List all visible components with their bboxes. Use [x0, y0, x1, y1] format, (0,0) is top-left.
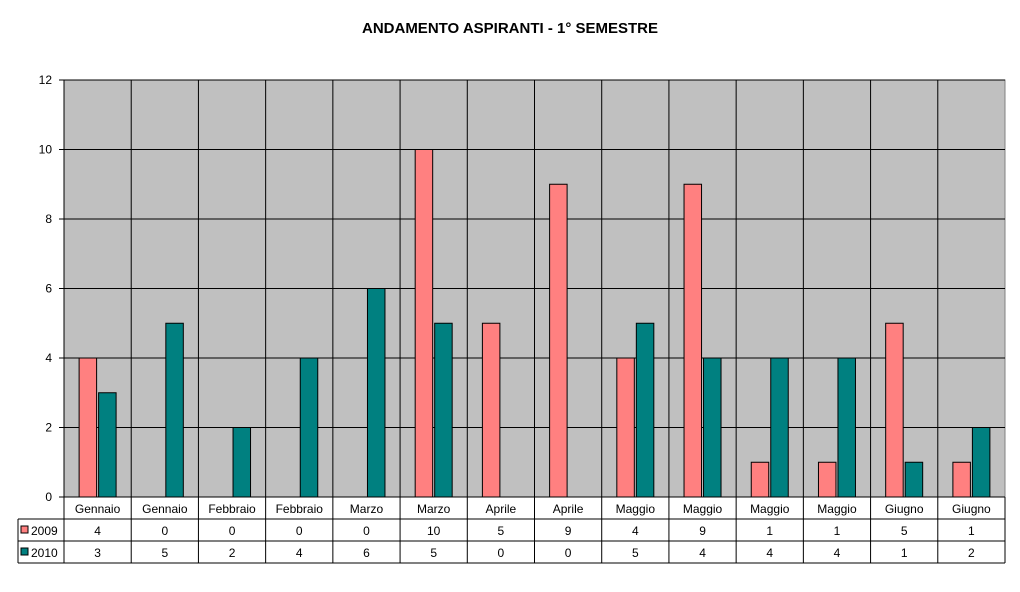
x-tick-label: Marzo: [350, 502, 384, 516]
bar-2009-maggio: [616, 357, 635, 498]
bar-2010-marzo: [366, 288, 386, 498]
data-label-2009: 1: [834, 524, 841, 538]
x-tick-label: Aprile: [486, 502, 517, 516]
legend-label-2009: 2009: [31, 524, 58, 538]
bar-2010-giugno: [904, 461, 924, 498]
data-label-2009: 0: [229, 524, 236, 538]
data-label-2010: 5: [430, 546, 437, 560]
data-label-2010: 1: [901, 546, 908, 560]
x-tick-label: Maggio: [616, 502, 656, 516]
x-tick-label: Aprile: [553, 502, 584, 516]
bar-2010-gennaio: [98, 392, 117, 498]
bar-2010-maggio: [770, 357, 789, 498]
y-tick-label: 4: [45, 351, 52, 365]
data-label-2009: 10: [427, 524, 441, 538]
x-tick-label: Gennaio: [142, 502, 188, 516]
x-tick-label: Gennaio: [75, 502, 121, 516]
data-label-2009: 5: [498, 524, 505, 538]
data-label-2009: 5: [901, 524, 908, 538]
data-label-2009: 4: [632, 524, 639, 538]
bar-2010-maggio: [635, 322, 655, 498]
x-tick-label: Febbraio: [208, 502, 256, 516]
bar-2009-giugno: [885, 322, 904, 498]
data-label-2010: 4: [296, 546, 303, 560]
bar-2009-aprile: [549, 183, 568, 498]
bar-2010-febbraio: [232, 427, 252, 498]
data-label-2010: 5: [161, 546, 168, 560]
data-label-2010: 5: [632, 546, 639, 560]
legend-swatch-2010: [20, 547, 29, 556]
y-tick-label: 12: [39, 73, 53, 87]
x-tick-label: Maggio: [683, 502, 723, 516]
bar-2009-gennaio: [78, 357, 98, 498]
bar-2010-maggio: [837, 357, 856, 498]
data-label-2010: 6: [363, 546, 370, 560]
bar-2010-gennaio: [165, 322, 184, 498]
data-label-2010: 4: [834, 546, 841, 560]
data-label-2010: 2: [968, 546, 975, 560]
y-tick-label: 10: [39, 143, 53, 157]
x-tick-label: Giugno: [952, 502, 991, 516]
bar-2010-giugno: [971, 427, 991, 498]
data-label-2009: 1: [766, 524, 773, 538]
data-label-2009: 0: [363, 524, 370, 538]
bar-2009-giugno: [952, 461, 971, 498]
bar-2010-maggio: [703, 357, 722, 498]
y-tick-label: 6: [45, 282, 52, 296]
bar-2009-maggio: [750, 461, 770, 498]
x-tick-label: Giugno: [885, 502, 924, 516]
y-tick-label: 8: [45, 212, 52, 226]
chart-title: ANDAMENTO ASPIRANTI - 1° SEMESTRE: [361, 20, 659, 37]
data-label-2009: 9: [699, 524, 706, 538]
x-tick-label: Febbraio: [276, 502, 324, 516]
legend-label-2010: 2010: [31, 546, 58, 560]
data-label-2010: 4: [766, 546, 773, 560]
x-tick-label: Marzo: [417, 502, 451, 516]
data-label-2010: 0: [498, 546, 505, 560]
x-tick-label: Maggio: [817, 502, 857, 516]
bar-2009-maggio: [683, 183, 703, 498]
data-label-2009: 9: [565, 524, 572, 538]
legend-swatch-2009: [20, 525, 29, 534]
bar-2009-aprile: [481, 322, 501, 498]
data-label-2009: 0: [161, 524, 168, 538]
bar-2010-marzo: [434, 322, 453, 498]
data-label-2009: 0: [296, 524, 303, 538]
data-label-2010: 2: [229, 546, 236, 560]
data-label-2009: 1: [968, 524, 975, 538]
data-label-2009: 4: [94, 524, 101, 538]
bar-2009-marzo: [414, 149, 434, 498]
x-tick-label: Maggio: [750, 502, 790, 516]
data-label-2010: 0: [565, 546, 572, 560]
data-label-2010: 4: [699, 546, 706, 560]
bar-2010-febbraio: [299, 357, 319, 498]
y-tick-label: 2: [45, 421, 52, 435]
data-label-2010: 3: [94, 546, 101, 560]
bar-2009-maggio: [817, 461, 837, 498]
y-tick-label: 0: [45, 490, 52, 504]
